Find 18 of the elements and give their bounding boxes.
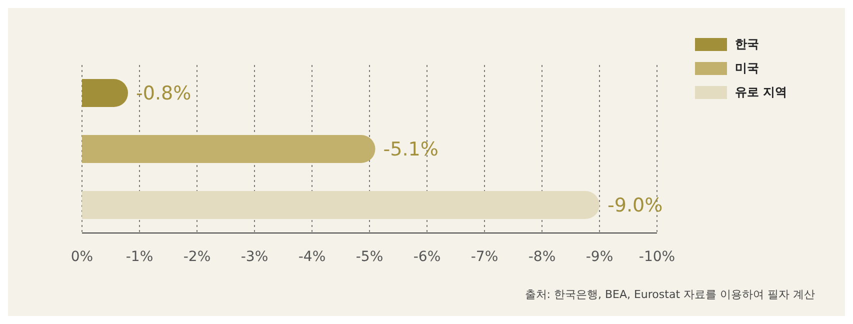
x-tick-label: -6%	[413, 248, 441, 265]
data-label: -9.0%	[608, 194, 663, 217]
x-tick-label: -2%	[183, 248, 211, 265]
x-tick-label: -9%	[586, 248, 614, 265]
data-label: -0.8%	[136, 82, 192, 105]
x-tick-label: -10%	[638, 248, 676, 265]
legend-label: 미국	[735, 60, 759, 77]
x-tick-label: -4%	[298, 248, 326, 265]
x-tick-label: 0%	[70, 248, 94, 265]
x-tick-label: -1%	[126, 248, 154, 265]
x-tick-label: -3%	[240, 248, 268, 265]
x-tick-label: -8%	[528, 248, 556, 265]
legend-label: 한국	[735, 36, 759, 53]
x-tick-label: -5%	[356, 248, 384, 265]
source-note: 출처: 한국은행, BEA, Eurostat 자료를 이용하여 필자 계산	[524, 287, 815, 302]
x-tick-label: -7%	[470, 248, 498, 265]
legend-label: 유로 지역	[735, 84, 788, 101]
data-label: -5.1%	[383, 138, 438, 161]
